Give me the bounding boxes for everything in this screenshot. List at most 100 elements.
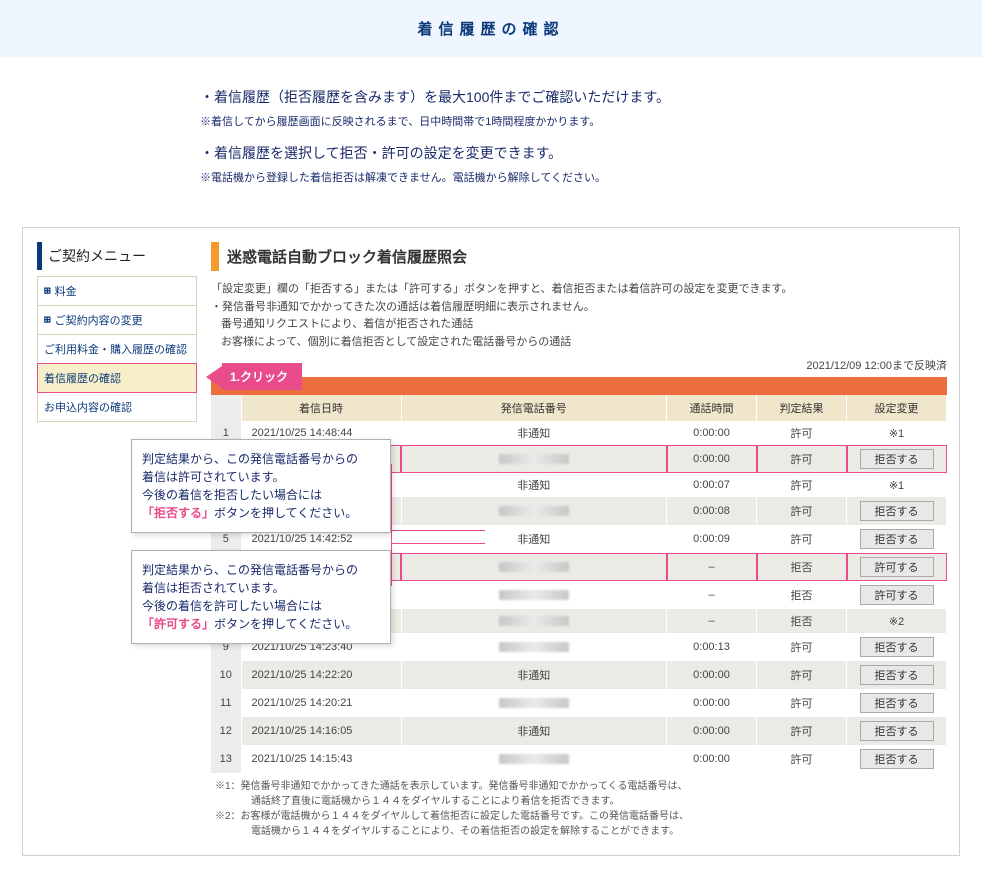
cell-caller xyxy=(401,745,667,773)
cell-action: ※1 xyxy=(847,473,947,497)
reject-button[interactable]: 拒否する xyxy=(860,693,934,713)
sidebar-item[interactable]: ⊞ご契約内容の変更 xyxy=(37,305,197,335)
desc-line: 番号通知リクエストにより、着信が拒否された通話 xyxy=(211,316,947,334)
cell-datetime: 2021/10/25 14:20:21 xyxy=(241,689,401,717)
sidebar-item[interactable]: お申込内容の確認 xyxy=(37,392,197,422)
cell-verdict: 許可 xyxy=(757,689,847,717)
cell-caller xyxy=(401,445,667,473)
main-content: 迷惑電話自動ブロック着信履歴照会 「設定変更」欄の「拒否する」または「許可する」… xyxy=(211,242,947,839)
cell-action: ※1 xyxy=(847,421,947,445)
table-tab-bar xyxy=(211,377,947,395)
cell-caller: 非通知 xyxy=(401,717,667,745)
desc-line: お客様によって、個別に着信拒否として設定された電話番号からの通話 xyxy=(211,334,947,352)
reject-button[interactable]: 拒否する xyxy=(860,501,934,521)
cell-action: 拒否する xyxy=(847,717,947,745)
cell-duration: 0:00:13 xyxy=(667,633,757,661)
intro-bullet-2: ・着信履歴を選択して拒否・許可の設定を変更できます。 xyxy=(200,143,922,163)
footnote-2: ※2：お客様が電話機から１４４をダイヤルして着信拒否に設定した電話番号です。この… xyxy=(215,809,943,824)
redacted-number xyxy=(499,754,569,764)
cell-verdict: 許可 xyxy=(757,661,847,689)
arrow-left-icon xyxy=(206,366,222,388)
reject-button[interactable]: 拒否する xyxy=(860,529,934,549)
intro-note-1: ※着信してから履歴画面に反映されるまで、日中時間帯で1時間程度かかります。 xyxy=(200,113,922,129)
sidebar-item-label: お申込内容の確認 xyxy=(44,399,132,415)
ann-line: 今後の着信を許可したい場合には xyxy=(142,597,380,615)
redacted-number xyxy=(499,642,569,652)
cell-caller: 非通知 xyxy=(401,421,667,445)
cell-duration: 0:00:09 xyxy=(667,525,757,553)
cell-verdict: 許可 xyxy=(757,525,847,553)
cell-action: 拒否する xyxy=(847,661,947,689)
desc-line: 「設定変更」欄の「拒否する」または「許可する」ボタンを押すと、着信拒否または着信… xyxy=(211,281,947,299)
annotation-click-marker: 1.クリック xyxy=(206,363,302,390)
cell-caller xyxy=(401,581,667,609)
sidebar-item[interactable]: ご利用料金・購入履歴の確認 xyxy=(37,334,197,364)
redacted-number xyxy=(499,506,569,516)
cell-verdict: 許可 xyxy=(757,473,847,497)
annotation-click-label: 1.クリック xyxy=(222,363,302,390)
ann-line: 今後の着信を拒否したい場合には xyxy=(142,486,380,504)
intro-note-2: ※電話機から登録した着信拒否は解凍できません。電話機から解除してください。 xyxy=(200,169,922,185)
reject-button[interactable]: 拒否する xyxy=(860,449,934,469)
cell-duration: 0:00:07 xyxy=(667,473,757,497)
redacted-number xyxy=(499,698,569,708)
expand-icon: ⊞ xyxy=(44,284,51,298)
sidebar-item-history[interactable]: 着信履歴の確認 xyxy=(37,363,197,393)
cell-duration: 0:00:00 xyxy=(667,445,757,473)
cell-action: 拒否する xyxy=(847,445,947,473)
cell-duration: 0:00:00 xyxy=(667,745,757,773)
reject-button[interactable]: 拒否する xyxy=(860,721,934,741)
cell-action: 拒否する xyxy=(847,497,947,525)
cell-caller: 非通知 xyxy=(401,661,667,689)
cell-action: 拒否する xyxy=(847,689,947,717)
redacted-number xyxy=(499,616,569,626)
footnote-1: ※1：発信番号非通知でかかってきた通話を表示しています。発信番号非通知でかかって… xyxy=(215,779,943,794)
sidebar-item-label: ご利用料金・購入履歴の確認 xyxy=(44,341,187,357)
redacted-number xyxy=(499,590,569,600)
ann-line: 判定結果から、この発信電話番号からの xyxy=(142,561,380,579)
cell-duration: 0:00:00 xyxy=(667,661,757,689)
reject-button[interactable]: 拒否する xyxy=(860,749,934,769)
table-row: 102021/10/25 14:22:20非通知0:00:00許可拒否する xyxy=(211,661,947,689)
cell-datetime: 2021/10/25 14:16:05 xyxy=(241,717,401,745)
ann-line: 「拒否する」ボタンを押してください。 xyxy=(142,504,380,522)
sidebar-item-label: 着信履歴の確認 xyxy=(44,370,121,386)
cell-caller xyxy=(401,553,667,581)
cell-caller xyxy=(401,633,667,661)
cell-duration: 0:00:08 xyxy=(667,497,757,525)
sidebar-title: ご契約メニュー xyxy=(37,242,197,270)
cell-action: ※2 xyxy=(847,609,947,633)
cell-caller xyxy=(401,497,667,525)
th-no xyxy=(211,395,241,421)
cell-duration: – xyxy=(667,609,757,633)
cell-verdict: 許可 xyxy=(757,421,847,445)
sidebar-item-label: 料金 xyxy=(55,283,77,299)
cell-datetime: 2021/10/25 14:22:20 xyxy=(241,661,401,689)
cell-action: 許可する xyxy=(847,581,947,609)
cell-action: 拒否する xyxy=(847,525,947,553)
sidebar: ご契約メニュー ⊞ 料金 ⊞ご契約内容の変更ご利用料金・購入履歴の確認着信履歴の確認… xyxy=(37,242,197,839)
cell-caller: 非通知 xyxy=(401,473,667,497)
footnote-2b: 電話機から１４４をダイヤルすることにより、その着信拒否の設定を解除することができ… xyxy=(215,824,943,839)
cell-verdict: 許可 xyxy=(757,497,847,525)
cell-verdict: 許可 xyxy=(757,717,847,745)
cell-verdict: 許可 xyxy=(757,745,847,773)
allow-button[interactable]: 許可する xyxy=(860,585,934,605)
cell-no: 12 xyxy=(211,717,241,745)
main-description: 「設定変更」欄の「拒否する」または「許可する」ボタンを押すと、着信拒否または着信… xyxy=(211,281,947,351)
redacted-number xyxy=(499,454,569,464)
expand-icon: ⊞ xyxy=(44,313,51,327)
cell-duration: – xyxy=(667,553,757,581)
cell-duration: 0:00:00 xyxy=(667,717,757,745)
desc-line: ・発信番号非通知でかかってきた次の通話は着信履歴明細に表示されません。 xyxy=(211,299,947,317)
cell-verdict: 許可 xyxy=(757,445,847,473)
cell-datetime: 2021/10/25 14:15:43 xyxy=(241,745,401,773)
th-verdict: 判定結果 xyxy=(757,395,847,421)
ann-line: 着信は許可されています。 xyxy=(142,468,380,486)
reject-button[interactable]: 拒否する xyxy=(860,637,934,657)
allow-button[interactable]: 許可する xyxy=(860,557,934,577)
reject-button[interactable]: 拒否する xyxy=(860,665,934,685)
sidebar-item[interactable]: ⊞ 料金 xyxy=(37,276,197,306)
cell-no: 13 xyxy=(211,745,241,773)
th-datetime: 着信日時 xyxy=(241,395,401,421)
